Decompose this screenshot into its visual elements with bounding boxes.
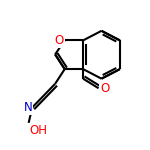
- Text: O: O: [55, 34, 64, 47]
- Text: OH: OH: [29, 124, 47, 137]
- Text: O: O: [100, 82, 109, 95]
- Text: N: N: [24, 101, 32, 114]
